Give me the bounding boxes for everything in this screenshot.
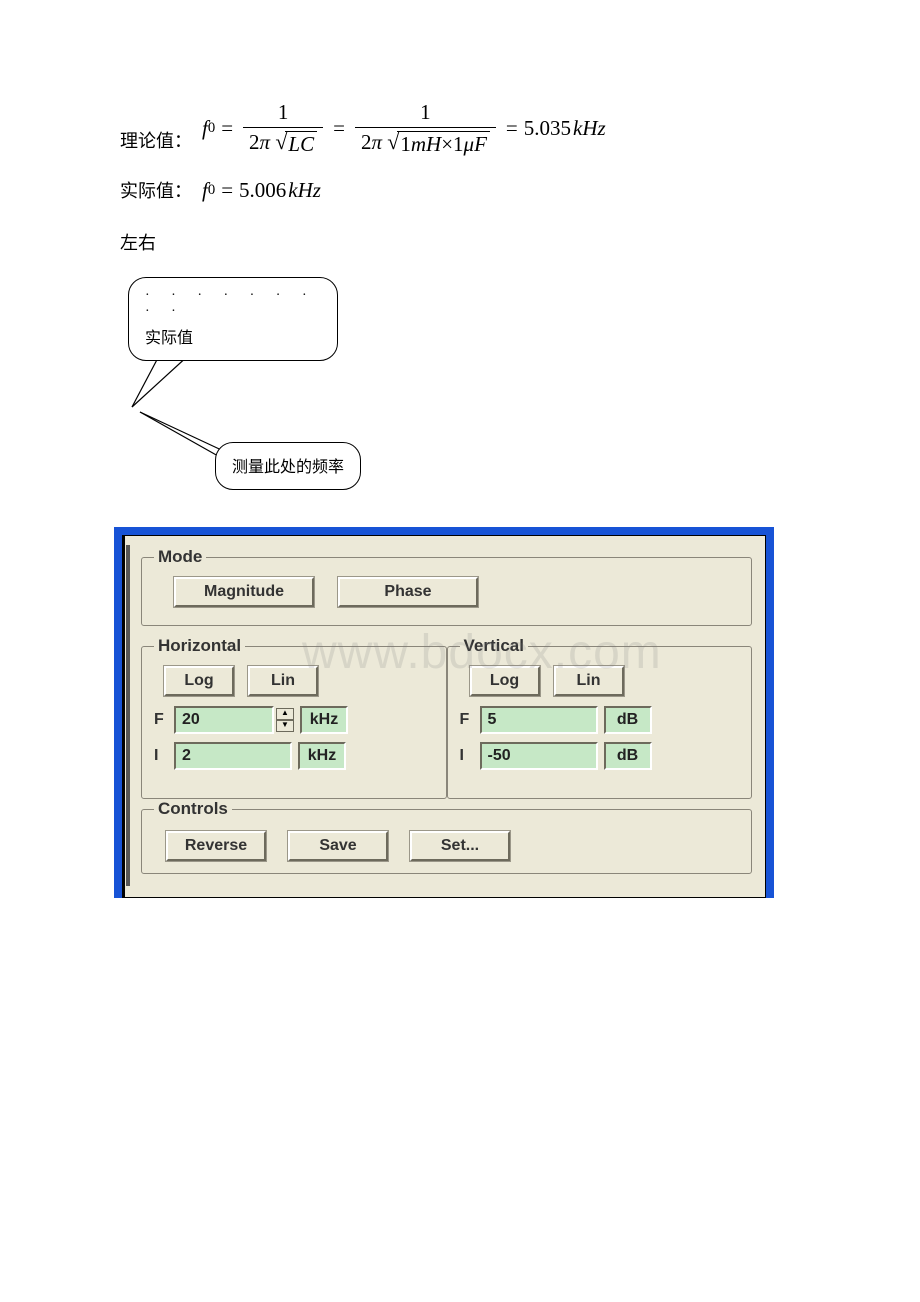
actual-line: 实际值： f0 = 5.006 kHz <box>120 177 810 207</box>
theory-line: 理论值： f0 = 1 2π √LC = 1 2π √ 1mH×1μF <box>120 100 810 157</box>
left-border-marker <box>126 545 130 886</box>
down-arrow-icon[interactable]: ▼ <box>276 720 294 732</box>
horizontal-f-spinner[interactable]: ▲ ▼ <box>276 708 294 732</box>
vertical-i-unit: dB <box>604 742 652 770</box>
vertical-log-button[interactable]: Log <box>470 666 540 696</box>
mode-group: Mode Magnitude Phase <box>141 547 752 626</box>
save-button[interactable]: Save <box>288 831 388 861</box>
horizontal-group: Horizontal Log Lin F 20 ▲ ▼ k <box>141 636 447 799</box>
vertical-group: Vertical Log Lin F 5 dB I -50 <box>447 636 753 799</box>
vertical-f-input[interactable]: 5 <box>480 706 598 734</box>
vertical-f-label: F <box>460 711 474 729</box>
bode-plotter-dialog: www.bdocx.com Mode Magnitude Phase Horiz… <box>114 527 774 898</box>
mode-legend: Mode <box>154 547 206 567</box>
vertical-lin-button[interactable]: Lin <box>554 666 624 696</box>
document-page: 理论值： f0 = 1 2π √LC = 1 2π √ 1mH×1μF <box>0 0 920 938</box>
horizontal-legend: Horizontal <box>154 636 245 656</box>
vertical-f-unit: dB <box>604 706 652 734</box>
actual-formula: f0 = 5.006 kHz <box>202 178 321 203</box>
phase-button[interactable]: Phase <box>338 577 478 607</box>
horizontal-f-label: F <box>154 711 168 729</box>
actual-label: 实际值： <box>120 177 192 207</box>
vertical-legend: Vertical <box>460 636 529 656</box>
horizontal-i-label: I <box>154 747 168 765</box>
callout-actual-value: · · · · · · · · · 实际值 <box>128 277 338 361</box>
magnitude-button[interactable]: Magnitude <box>174 577 314 607</box>
horizontal-i-input[interactable]: 2 <box>174 742 292 770</box>
callout-group: · · · · · · · · · 实际值 测量此处的频率 <box>120 277 810 517</box>
horizontal-f-input[interactable]: 20 <box>174 706 274 734</box>
callout-dots: · · · · · · · · · <box>145 288 321 320</box>
vertical-i-input[interactable]: -50 <box>480 742 598 770</box>
controls-legend: Controls <box>154 799 232 819</box>
reverse-button[interactable]: Reverse <box>166 831 266 861</box>
approx-line: 左右 <box>120 229 810 255</box>
theory-label: 理论值： <box>120 127 192 157</box>
callout-measure: 测量此处的频率 <box>215 442 361 490</box>
horizontal-f-unit: kHz <box>300 706 348 734</box>
horizontal-log-button[interactable]: Log <box>164 666 234 696</box>
up-arrow-icon[interactable]: ▲ <box>276 708 294 720</box>
set-button[interactable]: Set... <box>410 831 510 861</box>
callout-measure-text: 测量此处的频率 <box>232 459 344 476</box>
callout-actual-text: 实际值 <box>145 324 321 348</box>
theory-formula: f0 = 1 2π √LC = 1 2π √ 1mH×1μF = <box>202 100 606 157</box>
horizontal-i-unit: kHz <box>298 742 346 770</box>
vertical-i-label: I <box>460 747 474 765</box>
approx-text: 左右 <box>120 233 156 253</box>
controls-group: Controls Reverse Save Set... <box>141 799 752 874</box>
horizontal-lin-button[interactable]: Lin <box>248 666 318 696</box>
